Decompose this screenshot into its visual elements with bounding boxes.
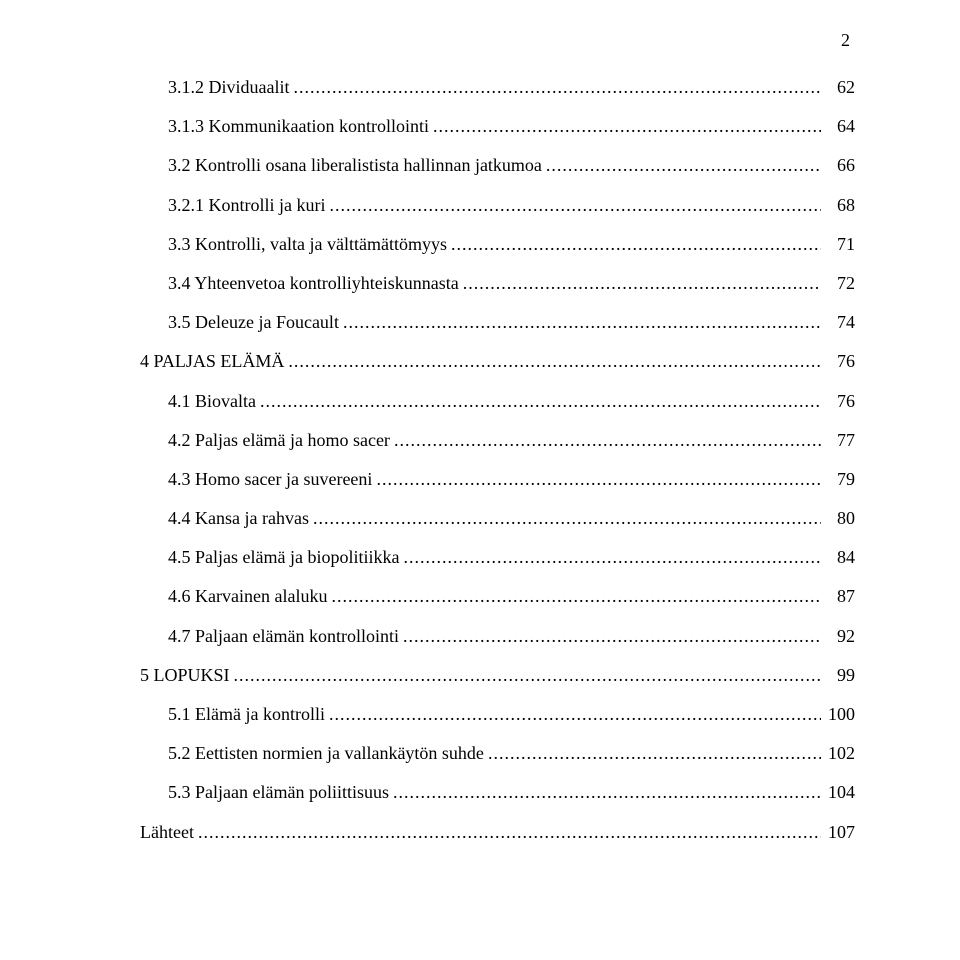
- toc-entry: 3.3 Kontrolli, valta ja välttämättömyys.…: [140, 232, 855, 257]
- toc-entry: 5 LOPUKSI...............................…: [140, 663, 855, 688]
- toc-page: 72: [821, 271, 855, 296]
- page-number: 2: [841, 30, 850, 51]
- toc-leader: ........................................…: [325, 702, 821, 727]
- toc-leader: ........................................…: [309, 506, 821, 531]
- toc-page: 79: [821, 467, 855, 492]
- toc-entry: 5.1 Elämä ja kontrolli..................…: [140, 702, 855, 727]
- toc-page: 77: [821, 428, 855, 453]
- toc-page: 76: [821, 349, 855, 374]
- toc-page: 74: [821, 310, 855, 335]
- toc-label: 4.3 Homo sacer ja suvereeni: [168, 467, 372, 492]
- toc-entry: 5.2 Eettisten normien ja vallankäytön su…: [140, 741, 855, 766]
- toc-label: 3.2 Kontrolli osana liberalistista halli…: [168, 153, 542, 178]
- toc-leader: ........................................…: [194, 820, 821, 845]
- toc-leader: ........................................…: [459, 271, 821, 296]
- toc-page: 92: [821, 624, 855, 649]
- toc-label: 3.4 Yhteenvetoa kontrolliyhteiskunnasta: [168, 271, 459, 296]
- toc-leader: ........................................…: [390, 428, 821, 453]
- toc-entry: 3.4 Yhteenvetoa kontrolliyhteiskunnasta.…: [140, 271, 855, 296]
- toc-page: 87: [821, 584, 855, 609]
- toc-label: 5.2 Eettisten normien ja vallankäytön su…: [168, 741, 484, 766]
- toc-page: 66: [821, 153, 855, 178]
- toc-entry: 3.1.2 Dividuaalit.......................…: [140, 75, 855, 100]
- toc-leader: ........................................…: [484, 741, 821, 766]
- toc-leader: ........................................…: [389, 780, 821, 805]
- toc-leader: ........................................…: [372, 467, 821, 492]
- toc-label: 5.1 Elämä ja kontrolli: [168, 702, 325, 727]
- toc-page: 62: [821, 75, 855, 100]
- toc-page: 99: [821, 663, 855, 688]
- toc-leader: ........................................…: [447, 232, 821, 257]
- toc-entry: 3.5 Deleuze ja Foucault.................…: [140, 310, 855, 335]
- toc-leader: ........................................…: [284, 349, 821, 374]
- toc-label: 3.3 Kontrolli, valta ja välttämättömyys: [168, 232, 447, 257]
- toc-label: 5 LOPUKSI: [140, 663, 230, 688]
- toc-entry: 5.3 Paljaan elämän poliittisuus.........…: [140, 780, 855, 805]
- toc-leader: ........................................…: [339, 310, 821, 335]
- toc-leader: ........................................…: [327, 584, 821, 609]
- toc-label: 3.5 Deleuze ja Foucault: [168, 310, 339, 335]
- toc-leader: ........................................…: [256, 389, 821, 414]
- toc-leader: ........................................…: [325, 193, 821, 218]
- toc-label: 4.2 Paljas elämä ja homo sacer: [168, 428, 390, 453]
- toc-entry: 4.7 Paljaan elämän kontrollointi........…: [140, 624, 855, 649]
- toc-entry: 3.2 Kontrolli osana liberalistista halli…: [140, 153, 855, 178]
- toc-entry: 4 PALJAS ELÄMÄ..........................…: [140, 349, 855, 374]
- toc-label: 5.3 Paljaan elämän poliittisuus: [168, 780, 389, 805]
- toc-page: 100: [821, 702, 855, 727]
- toc-label: 4.7 Paljaan elämän kontrollointi: [168, 624, 399, 649]
- toc-entry: 4.1 Biovalta............................…: [140, 389, 855, 414]
- toc-entry: 4.5 Paljas elämä ja biopolitiikka.......…: [140, 545, 855, 570]
- toc-label: 4.1 Biovalta: [168, 389, 256, 414]
- toc-page: 107: [821, 820, 855, 845]
- toc-entry: 4.2 Paljas elämä ja homo sacer..........…: [140, 428, 855, 453]
- toc-label: Lähteet: [140, 820, 194, 845]
- toc-entry: 4.4 Kansa ja rahvas.....................…: [140, 506, 855, 531]
- table-of-contents: 3.1.2 Dividuaalit.......................…: [140, 75, 855, 845]
- toc-page: 84: [821, 545, 855, 570]
- toc-page: 76: [821, 389, 855, 414]
- toc-label: 3.1.2 Dividuaalit: [168, 75, 289, 100]
- toc-leader: ........................................…: [429, 114, 821, 139]
- toc-entry: 3.2.1 Kontrolli ja kuri.................…: [140, 193, 855, 218]
- toc-page: 102: [821, 741, 855, 766]
- toc-leader: ........................................…: [399, 624, 821, 649]
- toc-entry: 4.3 Homo sacer ja suvereeni.............…: [140, 467, 855, 492]
- toc-leader: ........................................…: [289, 75, 821, 100]
- toc-leader: ........................................…: [542, 153, 821, 178]
- toc-page: 71: [821, 232, 855, 257]
- toc-label: 4.6 Karvainen alaluku: [168, 584, 327, 609]
- toc-label: 4 PALJAS ELÄMÄ: [140, 349, 284, 374]
- toc-entry: 4.6 Karvainen alaluku...................…: [140, 584, 855, 609]
- toc-page: 68: [821, 193, 855, 218]
- toc-label: 3.1.3 Kommunikaation kontrollointi: [168, 114, 429, 139]
- toc-entry: 3.1.3 Kommunikaation kontrollointi......…: [140, 114, 855, 139]
- toc-page: 64: [821, 114, 855, 139]
- toc-label: 4.4 Kansa ja rahvas: [168, 506, 309, 531]
- toc-leader: ........................................…: [399, 545, 821, 570]
- document-page: 2 3.1.2 Dividuaalit.....................…: [0, 0, 960, 960]
- toc-page: 104: [821, 780, 855, 805]
- toc-leader: ........................................…: [230, 663, 821, 688]
- toc-entry: Lähteet.................................…: [140, 820, 855, 845]
- toc-page: 80: [821, 506, 855, 531]
- toc-label: 3.2.1 Kontrolli ja kuri: [168, 193, 325, 218]
- toc-label: 4.5 Paljas elämä ja biopolitiikka: [168, 545, 399, 570]
